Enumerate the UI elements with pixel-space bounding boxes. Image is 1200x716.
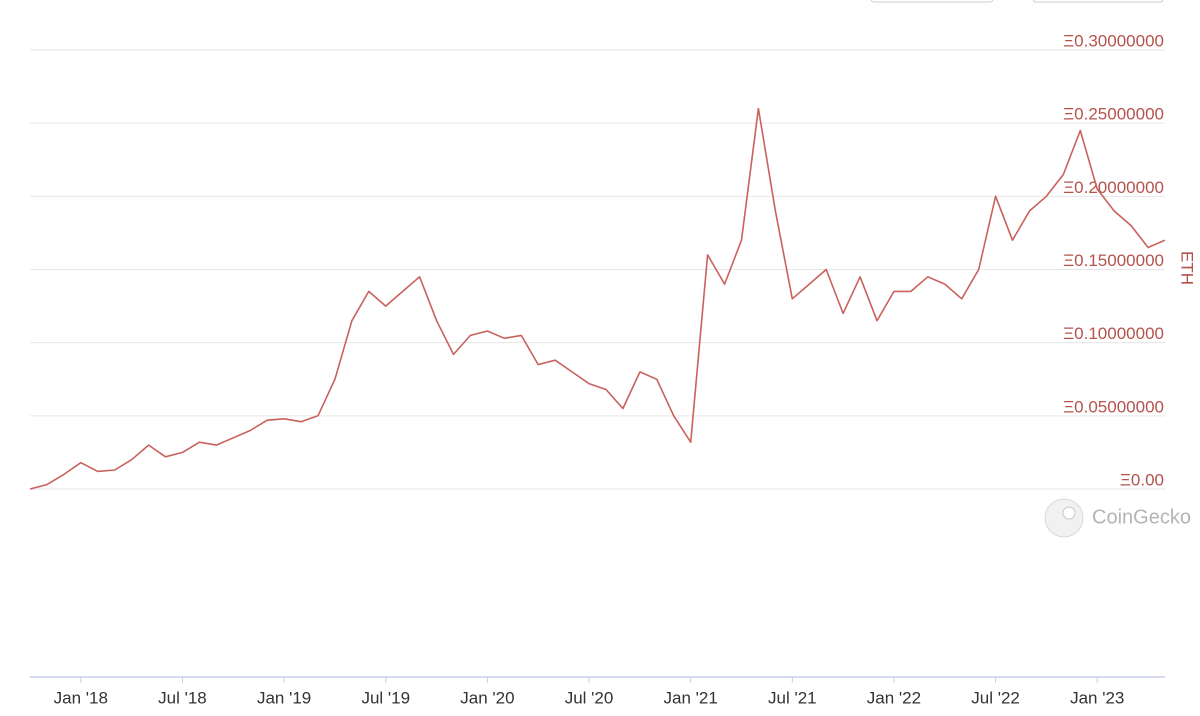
watermark: CoinGecko bbox=[1044, 498, 1191, 538]
x-tick-label: Jan '21 bbox=[664, 688, 718, 707]
y-tick-label: Ξ0.20000000 bbox=[1063, 178, 1164, 197]
y-tick-label: Ξ0.15000000 bbox=[1063, 251, 1164, 270]
x-tick-label: Jul '21 bbox=[768, 688, 817, 707]
y-axis-label: ETH bbox=[1178, 251, 1197, 285]
y-tick-label: Ξ0.25000000 bbox=[1063, 105, 1164, 124]
x-tick-label: Jan '18 bbox=[54, 688, 108, 707]
range-button[interactable] bbox=[1032, 0, 1164, 3]
range-button[interactable] bbox=[870, 0, 994, 3]
x-tick-label: Jan '20 bbox=[460, 688, 514, 707]
x-tick-label: Jul '22 bbox=[971, 688, 1020, 707]
x-tick-label: Jan '19 bbox=[257, 688, 311, 707]
y-tick-label: Ξ0.30000000 bbox=[1063, 31, 1164, 50]
x-tick-label: Jul '18 bbox=[158, 688, 207, 707]
y-tick-label: Ξ0.05000000 bbox=[1063, 397, 1164, 416]
watermark-text: CoinGecko bbox=[1092, 506, 1191, 528]
x-tick-label: Jan '23 bbox=[1070, 688, 1124, 707]
x-tick-label: Jul '20 bbox=[565, 688, 614, 707]
price-line bbox=[29, 107, 1166, 490]
y-tick-label: Ξ0.10000000 bbox=[1063, 324, 1164, 343]
x-tick-label: Jan '22 bbox=[867, 688, 921, 707]
y-tick-label: Ξ0.00 bbox=[1120, 470, 1164, 489]
x-tick-label: Jul '19 bbox=[361, 688, 410, 707]
